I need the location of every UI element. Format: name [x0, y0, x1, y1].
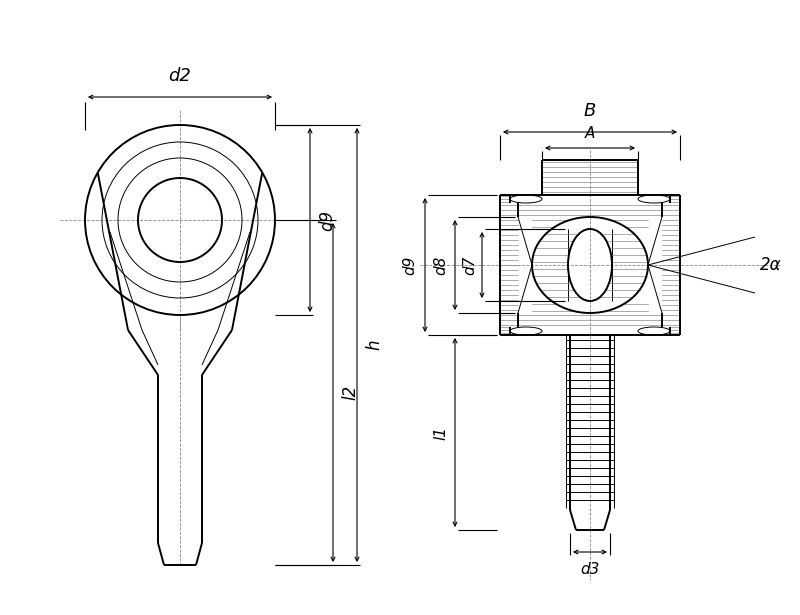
Text: d9: d9 [402, 255, 417, 275]
Text: A: A [585, 126, 595, 141]
Text: d2: d2 [169, 67, 191, 85]
Text: d8: d8 [433, 255, 448, 275]
Text: d3: d3 [580, 562, 600, 577]
Text: l2: l2 [341, 385, 359, 400]
Text: d9: d9 [318, 210, 336, 231]
Text: l1: l1 [433, 426, 448, 440]
Text: d7: d7 [462, 255, 477, 275]
Text: h: h [365, 339, 383, 351]
Text: B: B [584, 102, 596, 120]
Text: 2α: 2α [760, 256, 782, 274]
